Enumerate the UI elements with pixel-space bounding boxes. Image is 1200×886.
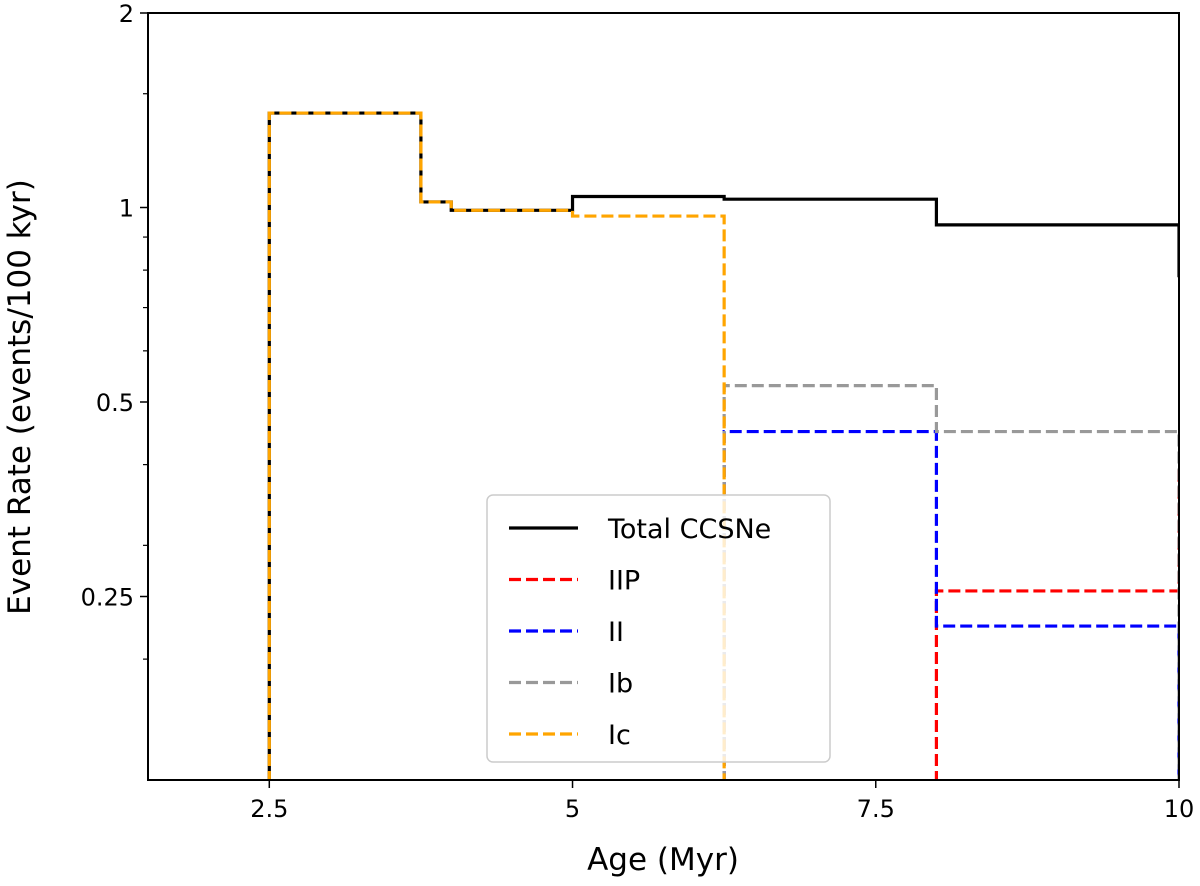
series-iip-line: [934, 464, 1179, 780]
plot-frame: [147, 12, 1180, 781]
x-tick-label: 2.5: [250, 795, 288, 823]
y-tick-label: 1: [119, 195, 134, 223]
series-ic-line: [267, 111, 726, 780]
x-tick-label: 10: [1164, 795, 1195, 823]
x-axis-label: Age (Myr): [587, 842, 739, 878]
x-tick-label: 7.5: [857, 795, 895, 823]
axis-ticks: 2.5 5 7.5 10 0.25 0.5 1 2: [81, 0, 1195, 823]
legend: Total CCSNe IIP II Ib Ic: [486, 494, 831, 763]
y-tick-label: 0.5: [96, 389, 134, 417]
y-tick-label: 2: [119, 0, 134, 28]
legend-label-ii: II: [608, 617, 624, 648]
legend-label-total-ccsne: Total CCSNe: [607, 514, 771, 545]
legend-label-ib: Ib: [608, 669, 633, 700]
y-tick-label: 0.25: [81, 584, 134, 612]
x-tick-label: 5: [565, 795, 580, 823]
legend-label-iip: IIP: [608, 566, 640, 597]
series-layer: [267, 111, 1179, 780]
legend-label-ic: Ic: [608, 720, 631, 751]
legend-box: [486, 494, 831, 763]
y-axis-label: Event Rate (events/100 kyr): [2, 179, 38, 615]
